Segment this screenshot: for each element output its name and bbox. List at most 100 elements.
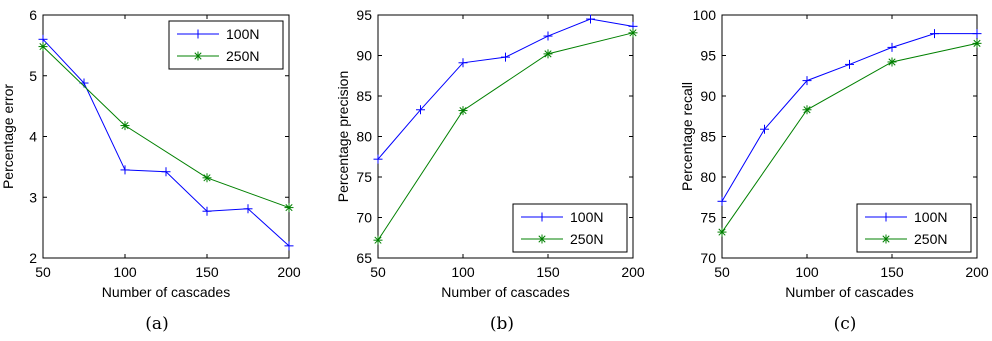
x-tick-label: 100	[451, 264, 475, 280]
y-tick-label: 4	[29, 129, 37, 145]
series-line-250N	[377, 32, 634, 241]
y-tick-label: 90	[700, 88, 716, 104]
data-point-100N	[284, 241, 294, 251]
legend-marker-100N	[881, 212, 891, 222]
data-point-100N	[845, 59, 854, 69]
chart-b: 50 100 150 200 65 70 75 80 85 90 95 Number of casca…	[335, 7, 645, 300]
legend-box	[168, 20, 284, 70]
chart-a: 50 100 150 200 2 3 4 5 6 Number of cascades Percen…	[0, 7, 301, 300]
data-point-250N	[717, 227, 727, 237]
y-tick-label: 3	[29, 189, 37, 205]
x-tick-label: 50	[370, 264, 386, 280]
x-tick-label: 100	[113, 264, 137, 280]
series-line-250N	[42, 46, 290, 209]
data-point-250N-stroke-3	[374, 236, 382, 244]
data-point-250N-stroke-3	[39, 42, 47, 51]
x-tick-label: 50	[35, 264, 51, 280]
data-point-100N	[501, 52, 510, 62]
data-point-100N	[373, 154, 383, 164]
data-point-100N	[972, 29, 982, 39]
legend-marker-250N-stroke-3	[538, 235, 546, 243]
data-point-100N	[161, 167, 171, 177]
data-point-250N-stroke-3	[718, 228, 726, 236]
x-tick-label: 200	[277, 264, 301, 280]
data-point-100N	[930, 29, 939, 39]
y-tick-label: 70	[356, 210, 372, 226]
data-point-100N	[243, 204, 253, 214]
legend-label-250N: 250N	[570, 231, 603, 247]
data-point-100N	[802, 76, 812, 86]
data-point-250N	[373, 235, 383, 245]
x-axis-label: Number of cascades	[785, 284, 913, 300]
data-point-250N	[202, 173, 212, 183]
data-point-100N	[416, 105, 425, 115]
panel-caption-c: (c)	[833, 314, 857, 334]
chart-c: 50 100 150 200 70 75 80 85 90 95 100 Number of casc…	[679, 7, 989, 300]
data-point-100N	[887, 42, 897, 52]
y-tick-label: 85	[356, 88, 372, 104]
legend: 100N 250N	[856, 203, 972, 253]
x-tick-label: 100	[795, 264, 819, 280]
legend-box	[512, 203, 628, 253]
legend-label-250N: 250N	[914, 231, 947, 247]
data-point-100N	[120, 165, 130, 175]
x-tick-label: 150	[536, 264, 560, 280]
series-line-250N	[721, 42, 978, 233]
y-axis-label: Percentage precision	[335, 71, 351, 203]
legend-label-100N: 100N	[570, 209, 603, 225]
x-tick-label: 200	[965, 264, 989, 280]
legend-box	[856, 203, 972, 253]
y-tick-label: 100	[693, 7, 717, 23]
data-point-100N	[202, 206, 212, 216]
legend-label-100N: 100N	[914, 209, 947, 225]
x-axis-label: Number of cascades	[441, 284, 569, 300]
data-point-100N	[717, 196, 727, 206]
y-tick-label: 95	[356, 7, 372, 23]
legend: 100N 250N	[512, 203, 628, 253]
y-tick-label: 6	[29, 7, 37, 23]
data-point-250N-stroke-3	[629, 29, 637, 37]
data-point-250N-stroke-3	[285, 203, 293, 212]
y-tick-label: 5	[29, 68, 37, 84]
data-point-250N-stroke-3	[459, 106, 467, 115]
x-tick-label: 150	[880, 264, 904, 280]
data-point-250N-stroke-3	[888, 58, 896, 66]
y-tick-label: 95	[700, 48, 716, 64]
y-tick-label: 2	[29, 250, 37, 266]
data-point-250N	[284, 203, 294, 213]
y-tick-label: 80	[700, 169, 716, 185]
legend-marker-250N	[881, 234, 891, 244]
data-point-250N	[628, 28, 638, 38]
data-point-250N	[38, 42, 48, 52]
legend-label-100N: 100N	[226, 26, 259, 42]
data-point-100N	[586, 14, 595, 24]
legend-marker-250N-stroke-3	[882, 235, 890, 243]
data-point-250N-stroke-3	[973, 39, 981, 47]
panel-caption-b: (b)	[489, 314, 515, 334]
data-point-100N	[543, 31, 553, 41]
y-tick-label: 90	[356, 48, 372, 64]
data-point-250N-stroke-3	[544, 50, 552, 58]
x-axis-label: Number of cascades	[102, 284, 230, 300]
legend-marker-100N	[193, 29, 203, 39]
x-tick-label: 50	[714, 264, 730, 280]
data-point-250N	[120, 121, 130, 131]
y-tick-label: 65	[356, 250, 372, 266]
data-point-250N-stroke-3	[203, 174, 211, 182]
legend: 100N 250N	[168, 20, 284, 70]
y-axis-label: Percentage recall	[679, 82, 695, 191]
legend-label-250N: 250N	[226, 48, 259, 64]
legend-marker-250N	[537, 234, 547, 244]
y-axis-label: Percentage error	[0, 84, 16, 189]
data-point-250N	[543, 49, 553, 59]
x-tick-label: 150	[195, 264, 219, 280]
data-point-250N	[802, 105, 812, 115]
data-point-250N	[887, 57, 897, 67]
legend-marker-250N-stroke-3	[194, 52, 202, 60]
data-point-100N	[760, 124, 769, 134]
y-tick-label: 70	[700, 250, 716, 266]
data-point-250N	[458, 106, 468, 116]
y-tick-label: 75	[356, 169, 372, 185]
legend-marker-100N	[537, 212, 547, 222]
